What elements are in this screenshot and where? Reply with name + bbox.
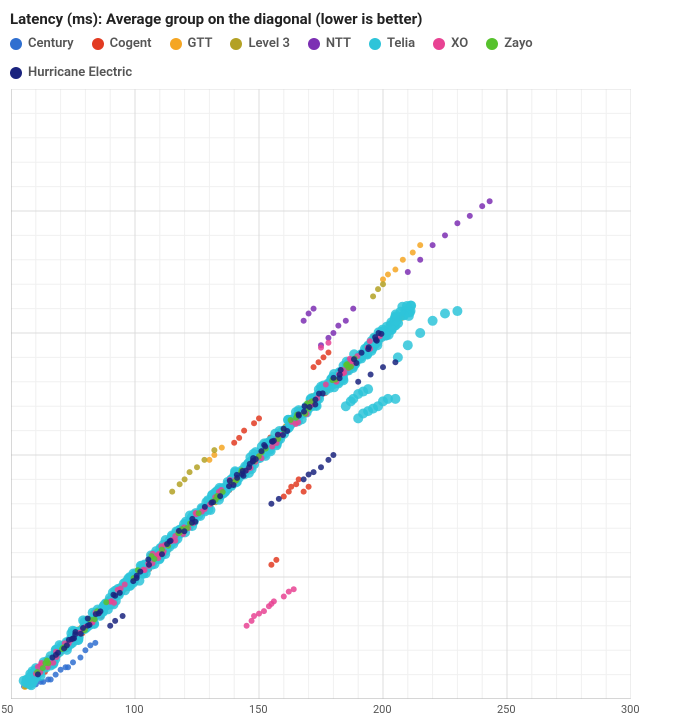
legend-swatch xyxy=(369,38,381,50)
x-tick-label: 100 xyxy=(125,703,144,716)
legend-item[interactable]: NTT xyxy=(308,36,351,51)
legend-item[interactable]: Hurricane Electric xyxy=(10,65,132,80)
legend-item[interactable]: Level 3 xyxy=(230,36,289,51)
x-tick-label: 250 xyxy=(497,703,516,716)
legend-swatch xyxy=(10,67,22,79)
legend-swatch xyxy=(10,38,22,50)
legend-swatch xyxy=(308,38,320,50)
scatter-svg xyxy=(11,89,631,699)
chart-title: Latency (ms): Average group on the diago… xyxy=(10,10,669,28)
legend-swatch xyxy=(433,38,445,50)
legend-label: Level 3 xyxy=(248,36,289,51)
legend-item[interactable]: GTT xyxy=(170,36,213,51)
legend-item[interactable]: Century xyxy=(10,36,74,51)
legend-item[interactable]: Cogent xyxy=(92,36,152,51)
legend-label: Cogent xyxy=(110,36,152,51)
legend-item[interactable]: Telia xyxy=(369,36,415,51)
chart-legend: Century Cogent GTT Level 3 NTT Telia XO Zayo Hur… xyxy=(10,36,669,80)
legend-label: Hurricane Electric xyxy=(28,65,132,80)
legend-label: XO xyxy=(451,36,468,51)
legend-label: NTT xyxy=(326,36,351,51)
legend-item[interactable]: XO xyxy=(433,36,468,51)
legend-label: Zayo xyxy=(504,36,532,51)
x-tick-label: 300 xyxy=(621,703,640,716)
legend-swatch xyxy=(92,38,104,50)
legend-label: GTT xyxy=(188,36,213,51)
legend-item[interactable]: Zayo xyxy=(486,36,532,51)
x-tick-label: 50 xyxy=(1,703,13,716)
x-tick-label: 200 xyxy=(373,703,392,716)
legend-label: Telia xyxy=(387,36,415,51)
chart-plot-area: 5010015020025030050100150200250300 xyxy=(10,88,632,700)
x-tick-label: 150 xyxy=(249,703,268,716)
legend-swatch xyxy=(170,38,182,50)
legend-swatch xyxy=(230,38,242,50)
legend-label: Century xyxy=(28,36,74,51)
legend-swatch xyxy=(486,38,498,50)
